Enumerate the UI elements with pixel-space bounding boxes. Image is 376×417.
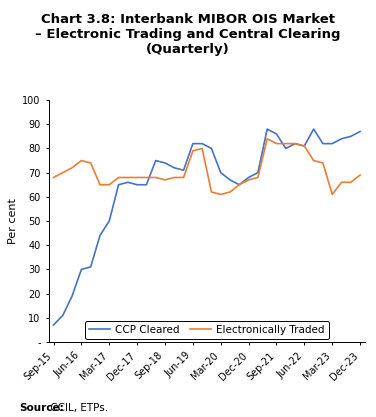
- Electronically Traded: [70, 165, 74, 170]
- Electronically Traded: [200, 146, 205, 151]
- CCP Cleared: [98, 233, 102, 238]
- CCP Cleared: [293, 141, 297, 146]
- Electronically Traded: [144, 175, 149, 180]
- Text: Source:: Source:: [19, 403, 64, 413]
- CCP Cleared: [274, 131, 279, 136]
- CCP Cleared: [330, 141, 335, 146]
- CCP Cleared: [88, 264, 93, 269]
- Electronically Traded: [256, 175, 260, 180]
- Electronically Traded: [135, 175, 139, 180]
- Electronically Traded: [126, 175, 130, 180]
- CCP Cleared: [181, 168, 186, 173]
- Electronically Traded: [293, 141, 297, 146]
- CCP Cleared: [321, 141, 325, 146]
- Electronically Traded: [228, 189, 232, 194]
- CCP Cleared: [135, 182, 139, 187]
- Electronically Traded: [98, 182, 102, 187]
- Electronically Traded: [339, 180, 344, 185]
- CCP Cleared: [163, 161, 167, 166]
- CCP Cleared: [218, 170, 223, 175]
- CCP Cleared: [209, 146, 214, 151]
- CCP Cleared: [70, 294, 74, 299]
- Electronically Traded: [107, 182, 112, 187]
- CCP Cleared: [228, 177, 232, 182]
- Electronically Traded: [311, 158, 316, 163]
- Y-axis label: Per cent: Per cent: [8, 198, 18, 244]
- CCP Cleared: [311, 127, 316, 132]
- CCP Cleared: [191, 141, 195, 146]
- CCP Cleared: [302, 143, 306, 148]
- CCP Cleared: [349, 134, 353, 139]
- CCP Cleared: [144, 182, 149, 187]
- CCP Cleared: [107, 219, 112, 224]
- CCP Cleared: [339, 136, 344, 141]
- Electronically Traded: [191, 148, 195, 153]
- CCP Cleared: [51, 322, 56, 327]
- CCP Cleared: [284, 146, 288, 151]
- CCP Cleared: [153, 158, 158, 163]
- Electronically Traded: [61, 170, 65, 175]
- CCP Cleared: [200, 141, 205, 146]
- Line: CCP Cleared: CCP Cleared: [53, 129, 360, 325]
- Electronically Traded: [116, 175, 121, 180]
- Text: Chart 3.8: Interbank MIBOR OIS Market
– Electronic Trading and Central Clearing
: Chart 3.8: Interbank MIBOR OIS Market – …: [35, 13, 341, 55]
- Electronically Traded: [153, 175, 158, 180]
- Electronically Traded: [330, 192, 335, 197]
- Line: Electronically Traded: Electronically Traded: [53, 139, 360, 194]
- Electronically Traded: [349, 180, 353, 185]
- Electronically Traded: [237, 182, 241, 187]
- Electronically Traded: [79, 158, 83, 163]
- CCP Cleared: [237, 182, 241, 187]
- CCP Cleared: [358, 129, 362, 134]
- Electronically Traded: [265, 136, 270, 141]
- Electronically Traded: [302, 143, 306, 148]
- CCP Cleared: [79, 267, 83, 272]
- CCP Cleared: [116, 182, 121, 187]
- Electronically Traded: [181, 175, 186, 180]
- Electronically Traded: [163, 177, 167, 182]
- Electronically Traded: [358, 173, 362, 178]
- Legend: CCP Cleared, Electronically Traded: CCP Cleared, Electronically Traded: [85, 321, 329, 339]
- Electronically Traded: [284, 141, 288, 146]
- Text: CCIL, ETPs.: CCIL, ETPs.: [47, 403, 108, 413]
- CCP Cleared: [265, 127, 270, 132]
- Electronically Traded: [274, 141, 279, 146]
- CCP Cleared: [126, 180, 130, 185]
- Electronically Traded: [321, 161, 325, 166]
- Electronically Traded: [246, 177, 251, 182]
- CCP Cleared: [256, 170, 260, 175]
- Electronically Traded: [218, 192, 223, 197]
- Electronically Traded: [209, 189, 214, 194]
- Electronically Traded: [88, 161, 93, 166]
- Electronically Traded: [51, 175, 56, 180]
- Electronically Traded: [172, 175, 177, 180]
- CCP Cleared: [61, 313, 65, 318]
- CCP Cleared: [246, 175, 251, 180]
- CCP Cleared: [172, 165, 177, 170]
